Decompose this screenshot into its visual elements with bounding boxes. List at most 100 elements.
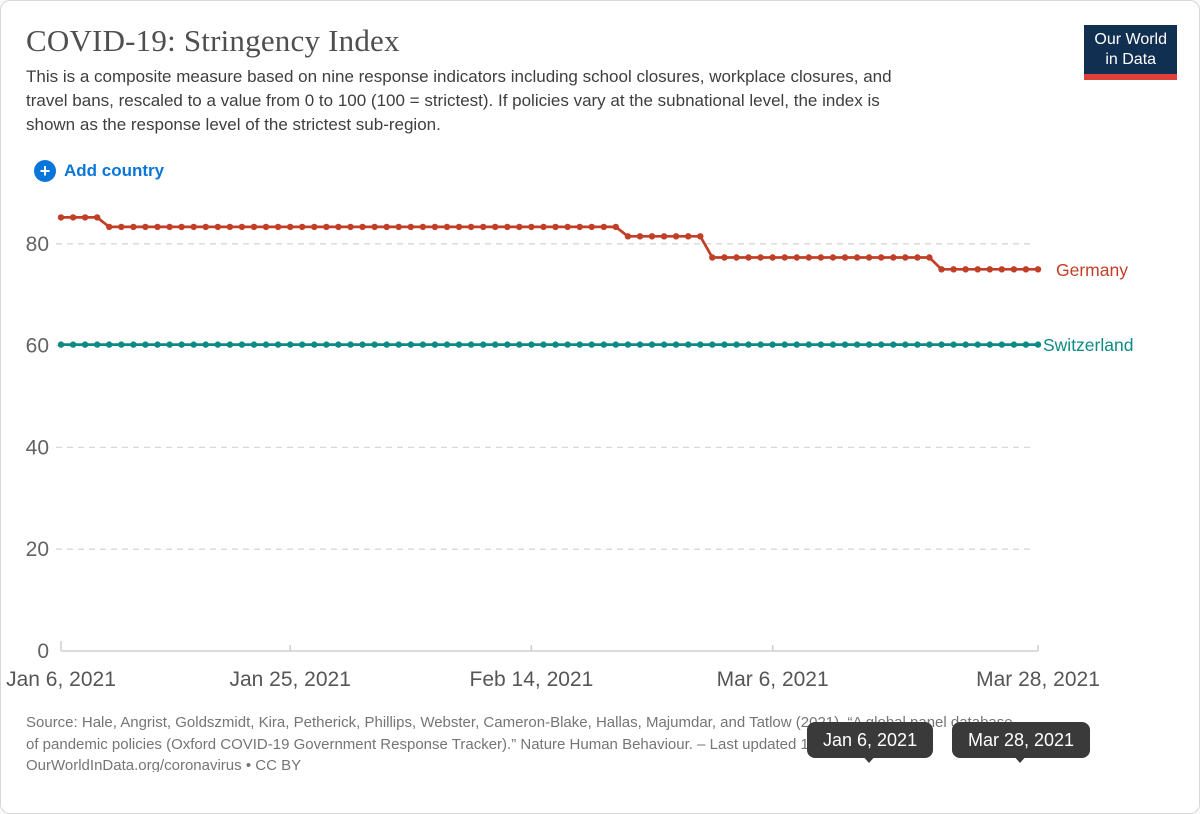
data-point[interactable]: [118, 223, 125, 231]
data-point[interactable]: [781, 254, 788, 261]
series-line-germany[interactable]: [61, 216, 1038, 271]
data-point[interactable]: [395, 341, 402, 348]
data-point[interactable]: [431, 223, 439, 231]
data-point[interactable]: [407, 223, 414, 231]
data-point[interactable]: [733, 341, 740, 348]
series-label-switzerland[interactable]: Switzerland: [1043, 335, 1133, 355]
data-point[interactable]: [793, 254, 800, 261]
data-point[interactable]: [552, 223, 559, 231]
data-point[interactable]: [383, 341, 390, 348]
data-point[interactable]: [238, 341, 246, 348]
data-point[interactable]: [347, 223, 354, 231]
data-point[interactable]: [841, 341, 849, 348]
data-point[interactable]: [817, 254, 825, 261]
data-point[interactable]: [890, 341, 897, 348]
data-point[interactable]: [974, 266, 981, 273]
data-point[interactable]: [540, 341, 547, 348]
data-point[interactable]: [214, 223, 221, 231]
data-point[interactable]: [865, 341, 873, 348]
data-point[interactable]: [154, 223, 161, 231]
data-point[interactable]: [467, 223, 475, 231]
data-point[interactable]: [902, 341, 909, 348]
data-point[interactable]: [250, 341, 258, 348]
data-point[interactable]: [287, 223, 294, 231]
data-point[interactable]: [311, 341, 318, 348]
data-point[interactable]: [648, 341, 656, 348]
data-point[interactable]: [1034, 266, 1042, 273]
data-point[interactable]: [528, 341, 535, 348]
data-point[interactable]: [81, 214, 89, 221]
data-point[interactable]: [214, 341, 221, 348]
data-point[interactable]: [805, 341, 812, 348]
data-point[interactable]: [202, 223, 209, 231]
data-point[interactable]: [648, 233, 656, 240]
data-point[interactable]: [685, 233, 692, 240]
data-point[interactable]: [142, 223, 149, 231]
data-point[interactable]: [962, 266, 969, 273]
data-point[interactable]: [878, 341, 885, 348]
data-point[interactable]: [202, 341, 209, 348]
data-point[interactable]: [142, 341, 149, 348]
data-point[interactable]: [94, 214, 101, 221]
data-point[interactable]: [721, 254, 728, 261]
data-point[interactable]: [274, 223, 282, 231]
data-point[interactable]: [914, 341, 921, 348]
data-point[interactable]: [287, 341, 294, 348]
data-point[interactable]: [757, 341, 764, 348]
data-point[interactable]: [371, 223, 378, 231]
data-point[interactable]: [467, 341, 475, 348]
data-point[interactable]: [1022, 341, 1030, 348]
data-point[interactable]: [672, 233, 680, 240]
data-point[interactable]: [636, 341, 644, 348]
data-point[interactable]: [624, 341, 632, 348]
data-point[interactable]: [890, 254, 897, 261]
data-point[interactable]: [552, 341, 559, 348]
data-point[interactable]: [769, 254, 776, 261]
data-point[interactable]: [672, 341, 680, 348]
data-point[interactable]: [1010, 341, 1018, 348]
data-point[interactable]: [817, 341, 825, 348]
data-point[interactable]: [660, 341, 668, 348]
data-point[interactable]: [480, 223, 487, 231]
data-point[interactable]: [335, 341, 342, 348]
data-point[interactable]: [697, 233, 704, 240]
data-point[interactable]: [130, 341, 137, 348]
data-point[interactable]: [962, 341, 969, 348]
data-point[interactable]: [697, 341, 704, 348]
data-point[interactable]: [612, 341, 619, 348]
data-point[interactable]: [57, 341, 65, 348]
data-point[interactable]: [853, 341, 861, 348]
data-point[interactable]: [1010, 266, 1018, 273]
data-point[interactable]: [94, 341, 101, 348]
data-point[interactable]: [829, 254, 837, 261]
data-point[interactable]: [986, 266, 993, 273]
data-point[interactable]: [166, 223, 173, 231]
data-point[interactable]: [781, 341, 788, 348]
data-point[interactable]: [106, 223, 113, 231]
data-point[interactable]: [588, 341, 595, 348]
data-point[interactable]: [865, 254, 873, 261]
data-point[interactable]: [178, 223, 185, 231]
data-point[interactable]: [395, 223, 402, 231]
data-point[interactable]: [419, 223, 427, 231]
data-point[interactable]: [721, 341, 728, 348]
data-point[interactable]: [455, 341, 463, 348]
data-point[interactable]: [745, 341, 752, 348]
data-point[interactable]: [443, 341, 451, 348]
data-point[interactable]: [299, 223, 306, 231]
data-point[interactable]: [853, 254, 861, 261]
data-point[interactable]: [130, 223, 137, 231]
data-point[interactable]: [226, 341, 234, 348]
data-point[interactable]: [190, 223, 197, 231]
data-point[interactable]: [226, 223, 234, 231]
data-point[interactable]: [238, 223, 246, 231]
data-point[interactable]: [829, 341, 837, 348]
data-point[interactable]: [1022, 266, 1030, 273]
data-point[interactable]: [998, 341, 1005, 348]
data-point[interactable]: [492, 223, 499, 231]
data-point[interactable]: [576, 341, 583, 348]
data-point[interactable]: [371, 341, 378, 348]
data-point[interactable]: [250, 223, 258, 231]
data-point[interactable]: [576, 223, 583, 231]
data-point[interactable]: [407, 341, 414, 348]
